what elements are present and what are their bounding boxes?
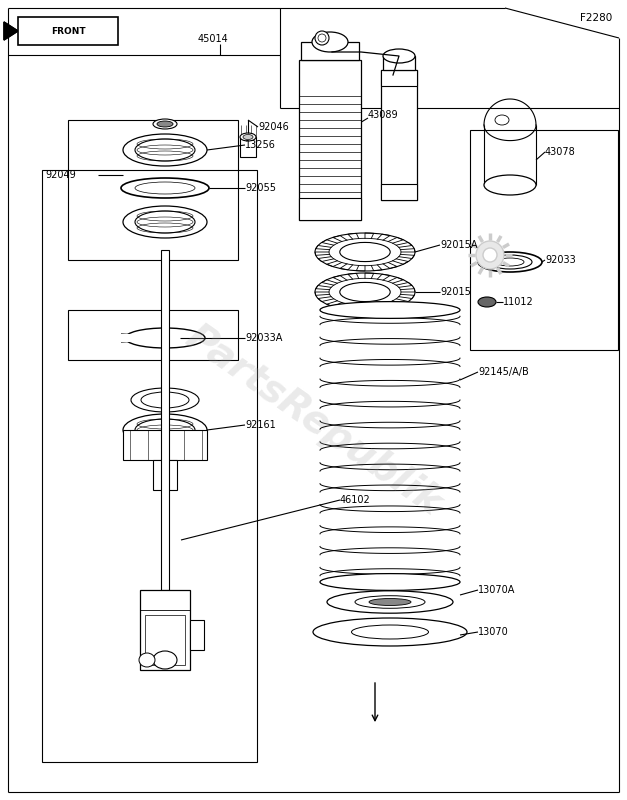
Ellipse shape [153, 651, 177, 669]
Ellipse shape [139, 653, 155, 667]
Bar [299, 198, 361, 220]
Bar [240, 137, 256, 157]
Polygon shape [484, 99, 536, 125]
Ellipse shape [318, 34, 326, 42]
Text: 92161: 92161 [245, 420, 276, 430]
Text: 13070A: 13070A [478, 585, 515, 595]
Ellipse shape [123, 206, 207, 238]
Text: 92033: 92033 [545, 255, 576, 265]
Text: 11012: 11012 [503, 297, 534, 307]
Text: 13070: 13070 [478, 627, 508, 637]
Ellipse shape [123, 414, 207, 446]
Bar [381, 70, 417, 200]
Ellipse shape [383, 49, 415, 63]
Bar [381, 184, 417, 200]
Text: 45014: 45014 [198, 34, 229, 44]
Text: 92046: 92046 [258, 122, 289, 132]
Bar [42, 170, 257, 762]
Ellipse shape [240, 133, 256, 141]
Bar [153, 460, 177, 490]
Text: 92015A: 92015A [440, 240, 478, 250]
Bar [123, 430, 207, 460]
Bar [68, 310, 238, 360]
Ellipse shape [135, 211, 195, 233]
Ellipse shape [131, 388, 199, 412]
Ellipse shape [340, 282, 390, 302]
Ellipse shape [243, 134, 253, 139]
Bar [18, 17, 118, 45]
Ellipse shape [369, 598, 411, 606]
Bar [161, 250, 169, 590]
Ellipse shape [496, 258, 524, 266]
Ellipse shape [352, 625, 428, 639]
Ellipse shape [153, 119, 177, 129]
Bar [68, 120, 238, 260]
Text: 92055: 92055 [245, 183, 276, 193]
Ellipse shape [313, 618, 467, 646]
Text: F2280: F2280 [580, 13, 612, 23]
Ellipse shape [135, 419, 195, 441]
Bar [381, 70, 417, 86]
Ellipse shape [157, 121, 173, 127]
Ellipse shape [476, 241, 504, 269]
Bar [299, 60, 361, 220]
Ellipse shape [478, 297, 496, 307]
Ellipse shape [488, 255, 532, 269]
Text: 92145/A/B: 92145/A/B [478, 367, 529, 377]
Bar [140, 590, 190, 670]
Polygon shape [4, 22, 18, 40]
Ellipse shape [320, 302, 460, 318]
Ellipse shape [141, 392, 189, 408]
Ellipse shape [320, 574, 460, 590]
Polygon shape [484, 125, 536, 141]
Ellipse shape [327, 590, 453, 613]
Text: PartsRepublik: PartsRepublik [178, 318, 448, 522]
Ellipse shape [484, 175, 536, 195]
Ellipse shape [135, 139, 195, 161]
Ellipse shape [312, 32, 348, 52]
Text: 92015: 92015 [440, 287, 471, 297]
Text: 92049: 92049 [45, 170, 76, 180]
Text: 46102: 46102 [340, 495, 371, 505]
Text: 92033A: 92033A [245, 333, 282, 343]
Text: 43089: 43089 [368, 110, 399, 120]
Bar [121, 334, 141, 342]
Ellipse shape [315, 31, 329, 45]
Bar [301, 42, 359, 60]
Polygon shape [4, 22, 18, 40]
Ellipse shape [121, 178, 209, 198]
Text: 13256: 13256 [245, 140, 276, 150]
Ellipse shape [483, 248, 497, 262]
Ellipse shape [123, 134, 207, 166]
Bar [190, 620, 204, 650]
Ellipse shape [355, 596, 425, 608]
Ellipse shape [478, 252, 542, 272]
Bar [470, 130, 618, 350]
Ellipse shape [340, 242, 390, 262]
Text: 43078: 43078 [545, 147, 576, 157]
Bar [145, 615, 185, 665]
Bar [383, 56, 415, 70]
Text: FRONT: FRONT [51, 26, 85, 35]
